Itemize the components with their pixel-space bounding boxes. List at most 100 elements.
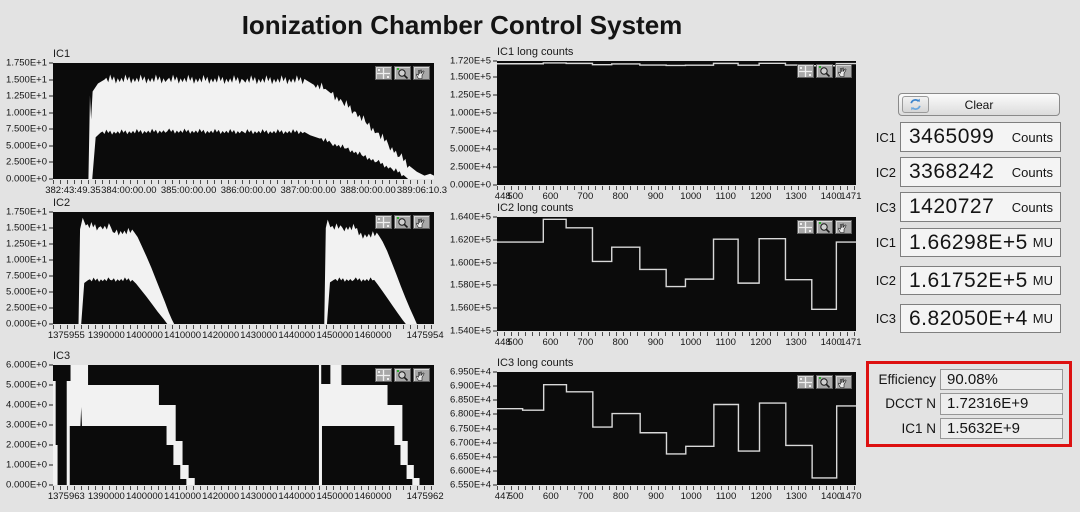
x-tick-label: 1400 <box>821 491 843 502</box>
crosshair-icon[interactable] <box>375 66 392 80</box>
x-tick-label: 1460000 <box>354 491 392 502</box>
x-axis: 448 500 600 700 800 900 1000 1100 1200 1300 1400 14… <box>495 190 862 203</box>
x-tick-label: 1000 <box>680 491 702 502</box>
crosshair-icon[interactable] <box>797 64 814 78</box>
y-tick-label: 4.000E+0 <box>6 399 53 410</box>
y-tick-label: 5.000E+0 <box>6 287 53 298</box>
plot-area[interactable] <box>53 212 434 324</box>
zoom-icon[interactable] <box>394 215 411 229</box>
y-axis: 1.640E+5 1.620E+5 1.600E+5 1.580E+5 1.560E+5… <box>445 212 497 337</box>
x-tick-label: 1470 <box>840 491 862 502</box>
x-tick-label: 900 <box>647 337 664 348</box>
x-tick-label: 384:00:00.00 <box>101 185 157 196</box>
ic2-counts-row: IC2 3368242 Counts <box>856 157 1061 187</box>
plot-area[interactable] <box>53 365 434 485</box>
pan-icon[interactable] <box>835 64 852 78</box>
x-tick-label: 1471 <box>840 337 862 348</box>
efficiency-value: 90.08% <box>940 369 1063 391</box>
y-tick-label: 1.720E+5 <box>450 56 497 67</box>
graph-palette <box>797 64 852 78</box>
refresh-icon[interactable] <box>902 96 929 113</box>
plot-area[interactable] <box>497 217 856 331</box>
x-tick-label: 1390000 <box>87 491 125 502</box>
y-tick-label: 1.640E+5 <box>450 212 497 223</box>
x-tick-label: 1460000 <box>354 330 392 341</box>
y-axis: 1.720E+5 1.500E+5 1.250E+5 1.000E+5 7.500E+4… <box>445 56 497 191</box>
x-minor-ticks <box>497 486 856 490</box>
x-axis: 1375963 1390000 1400000 1410000 1420000 14300… <box>48 490 444 503</box>
pan-icon[interactable] <box>413 66 430 80</box>
x-tick-label: 1375963 <box>47 491 85 502</box>
x-tick-label: 1440000 <box>278 330 316 341</box>
x-minor-ticks <box>53 180 434 184</box>
plot-area[interactable] <box>497 372 856 485</box>
x-axis: 382:43:49.35 384:00:00.00 385:00:00.00 386:… <box>45 184 447 197</box>
y-tick-label: 7.500E+0 <box>6 271 53 282</box>
ic2-counts-value: 3368242 <box>909 160 995 183</box>
y-tick-label: 7.500E+0 <box>6 124 53 135</box>
x-tick-label: 1200 <box>750 191 772 202</box>
x-tick-label: 1100 <box>715 491 737 502</box>
y-tick-label: 1.000E+5 <box>450 107 497 118</box>
crosshair-icon[interactable] <box>797 220 814 234</box>
y-tick-label: 1.500E+1 <box>6 223 53 234</box>
chart-ic3: IC3 6.000E+0 5.000E+0 4.000E+0 3.000E+0 2.00… <box>1 350 444 503</box>
x-minor-ticks <box>53 486 434 490</box>
ic2-mu-unit: MU <box>1032 273 1053 288</box>
ic1-counts-value: 3465099 <box>909 125 995 148</box>
plot-traces <box>78 217 417 324</box>
zoom-icon[interactable] <box>394 66 411 80</box>
y-tick-label: 1.000E+1 <box>6 107 53 118</box>
zoom-icon[interactable] <box>816 375 833 389</box>
y-tick-label: 5.000E+0 <box>6 140 53 151</box>
x-tick-label: 387:00:00.00 <box>280 185 337 196</box>
x-tick-label: 1400000 <box>125 330 163 341</box>
x-tick-label: 600 <box>542 191 559 202</box>
pan-icon[interactable] <box>835 375 852 389</box>
crosshair-icon[interactable] <box>797 375 814 389</box>
ic1-n-row: IC1 N 1.5632E+9 <box>872 417 1063 439</box>
graph-palette <box>375 368 430 382</box>
y-tick-label: 1.580E+5 <box>450 280 497 291</box>
plot-area[interactable] <box>53 63 434 179</box>
y-tick-label: 6.600E+4 <box>450 465 497 476</box>
ic3-mu-unit: MU <box>1032 311 1053 326</box>
chart-title: IC2 <box>53 197 71 209</box>
ic2-mu-indicator: 1.61752E+5 MU <box>900 266 1061 295</box>
x-tick-label: 1390000 <box>87 330 125 341</box>
ic1-mu-label: IC1 <box>875 235 896 250</box>
ic1-mu-unit: MU <box>1032 235 1053 250</box>
y-tick-label: 6.950E+4 <box>450 367 497 378</box>
y-tick-label: 1.500E+1 <box>6 74 53 85</box>
x-tick-label: 1400 <box>820 337 842 348</box>
y-tick-label: 2.500E+0 <box>6 157 53 168</box>
chart-ic3-long-counts: IC3 long counts 6.950E+4 6.900E+4 6.850E+4… <box>445 357 862 503</box>
x-minor-ticks <box>497 186 856 190</box>
x-tick-label: 1300 <box>785 337 807 348</box>
ic3-counts-indicator: 1420727 Counts <box>900 192 1061 222</box>
pan-icon[interactable] <box>413 368 430 382</box>
zoom-icon[interactable] <box>816 220 833 234</box>
plot-area[interactable] <box>497 61 856 185</box>
chart-title: IC1 long counts <box>497 46 574 58</box>
y-tick-label: 5.000E+4 <box>450 143 497 154</box>
x-tick-label: 500 <box>507 337 524 348</box>
y-tick-label: 6.000E+0 <box>6 360 53 371</box>
y-axis: 1.750E+1 1.500E+1 1.250E+1 1.000E+1 7.500E+0… <box>1 207 53 330</box>
y-tick-label: 1.750E+1 <box>6 207 53 218</box>
chart-ic2: IC2 1.750E+1 1.500E+1 1.250E+1 1.000E+1 7.50… <box>1 197 444 342</box>
y-tick-label: 0.000E+0 <box>6 319 53 330</box>
zoom-icon[interactable] <box>394 368 411 382</box>
crosshair-icon[interactable] <box>375 368 392 382</box>
graph-palette <box>797 220 852 234</box>
x-tick-label: 1440000 <box>278 491 316 502</box>
x-tick-label: 800 <box>612 191 629 202</box>
page-title: Ionization Chamber Control System <box>241 10 683 40</box>
x-axis: 447 500 600 700 800 900 1000 1100 1200 1300 1400 14… <box>495 490 862 503</box>
crosshair-icon[interactable] <box>375 215 392 229</box>
clear-button[interactable]: Clear <box>898 93 1060 116</box>
pan-icon[interactable] <box>413 215 430 229</box>
pan-icon[interactable] <box>835 220 852 234</box>
zoom-icon[interactable] <box>816 64 833 78</box>
ic1-mu-indicator: 1.66298E+5 MU <box>900 228 1061 257</box>
